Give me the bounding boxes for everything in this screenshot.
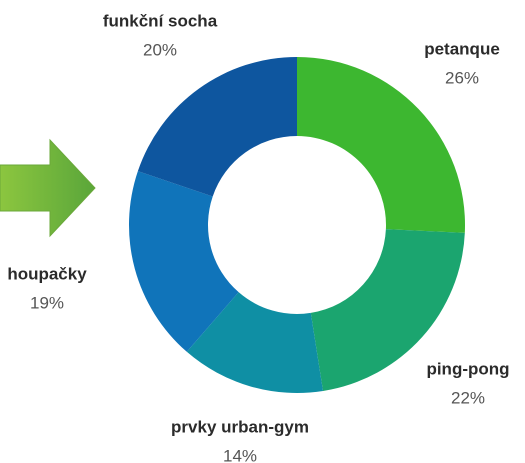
slice: [137, 56, 297, 197]
slice-value: 20%: [143, 40, 177, 59]
slices: [129, 56, 466, 393]
slice-label: petanque: [424, 39, 500, 58]
slice-label: houpačky: [7, 264, 87, 283]
arrow: [0, 138, 96, 238]
slice: [310, 229, 465, 391]
slice-value: 19%: [30, 293, 64, 312]
slice-label: funkční socha: [103, 11, 218, 30]
slice-value: 26%: [445, 68, 479, 87]
slice-value: 14%: [223, 446, 257, 463]
slice-label: ping-pong: [426, 359, 509, 378]
slice: [129, 171, 239, 352]
slice: [186, 292, 324, 393]
slice-label: prvky urban-gym: [171, 417, 309, 436]
slice-value: 22%: [451, 388, 485, 407]
slice: [297, 57, 466, 233]
